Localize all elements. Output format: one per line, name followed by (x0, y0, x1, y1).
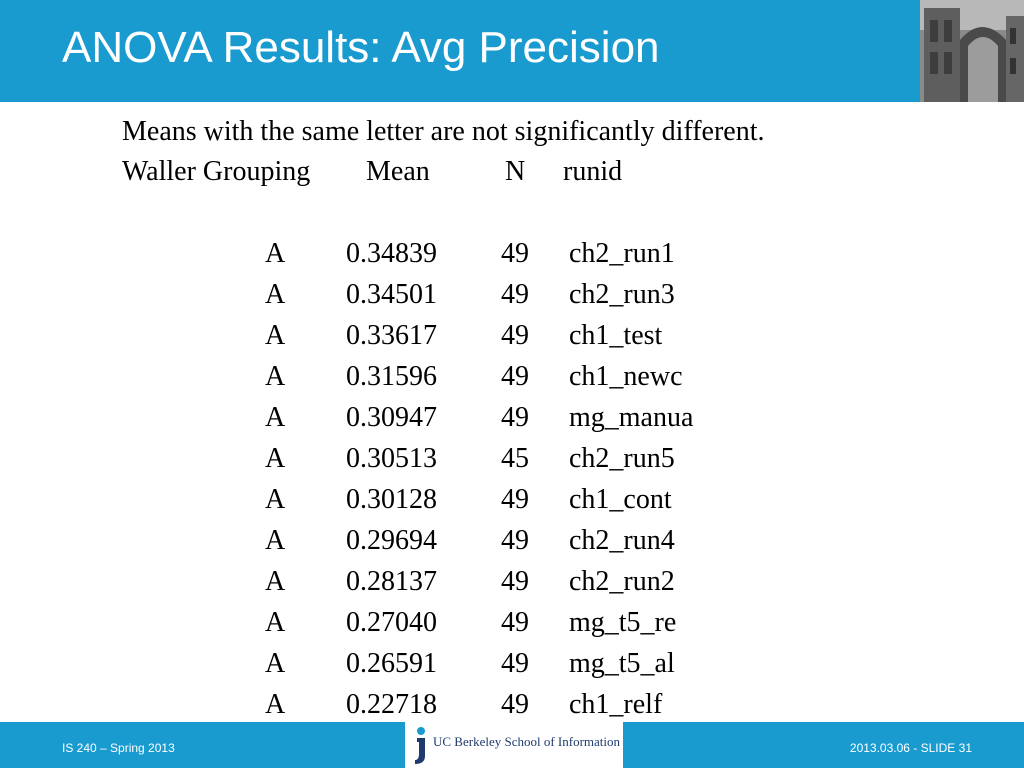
n-cell: 49 (501, 361, 529, 392)
intro-text: Means with the same letter are not signi… (122, 116, 765, 147)
table-row: A 0.26591 49 mg_t5_al (0, 650, 800, 691)
table-row: A 0.34839 49 ch2_run1 (0, 240, 800, 281)
course-label: IS 240 – Spring 2013 (62, 741, 175, 755)
grouping-cell: A (265, 607, 286, 638)
mean-cell: 0.22718 (346, 689, 437, 720)
ischool-logo: UC Berkeley School of Information (405, 722, 623, 768)
mean-cell: 0.34501 (346, 279, 437, 310)
runid-cell: ch1_cont (569, 484, 672, 515)
slide-number-label: 2013.03.06 - SLIDE 31 (849, 741, 972, 755)
runid-cell: mg_manua (569, 402, 694, 433)
mean-cell: 0.28137 (346, 566, 437, 597)
n-cell: 45 (501, 443, 529, 474)
n-cell: 49 (501, 648, 529, 679)
header-bar: ANOVA Results: Avg Precision (0, 0, 1024, 102)
column-header-n: N (505, 156, 526, 187)
n-cell: 49 (501, 238, 529, 269)
mean-cell: 0.33617 (346, 320, 437, 351)
mean-cell: 0.27040 (346, 607, 437, 638)
grouping-cell: A (265, 689, 286, 720)
runid-cell: ch2_run2 (569, 566, 675, 597)
ischool-logo-text: UC Berkeley School of Information (433, 734, 621, 749)
n-cell: 49 (501, 279, 529, 310)
grouping-cell: A (265, 525, 286, 556)
grouping-cell: A (265, 648, 286, 679)
runid-cell: ch1_newc (569, 361, 683, 392)
column-header-runid: runid (563, 156, 623, 187)
n-cell: 49 (501, 689, 529, 720)
table-row: A 0.29694 49 ch2_run4 (0, 527, 800, 568)
column-header-row: Waller Grouping Mean N runid (122, 158, 722, 188)
n-cell: 49 (501, 402, 529, 433)
table-row: A 0.30947 49 mg_manua (0, 404, 800, 445)
table-row: A 0.30128 49 ch1_cont (0, 486, 800, 527)
ischool-logo-icon (415, 727, 425, 764)
grouping-cell: A (265, 279, 286, 310)
mean-cell: 0.31596 (346, 361, 437, 392)
campus-building-photo (920, 0, 1024, 102)
grouping-cell: A (265, 320, 286, 351)
runid-cell: ch2_run1 (569, 238, 675, 269)
column-header-mean: Mean (366, 156, 430, 187)
table-row: A 0.34501 49 ch2_run3 (0, 281, 800, 322)
mean-cell: 0.34839 (346, 238, 437, 269)
runid-cell: ch2_run4 (569, 525, 675, 556)
grouping-cell: A (265, 238, 286, 269)
n-cell: 49 (501, 566, 529, 597)
runid-cell: mg_t5_re (569, 607, 677, 638)
table-row: A 0.33617 49 ch1_test (0, 322, 800, 363)
grouping-cell: A (265, 566, 286, 597)
grouping-cell: A (265, 402, 286, 433)
n-cell: 49 (501, 607, 529, 638)
runid-cell: mg_t5_al (569, 648, 675, 679)
column-header-grouping: Waller Grouping (122, 156, 311, 187)
grouping-cell: A (265, 361, 286, 392)
grouping-cell: A (265, 484, 286, 515)
n-cell: 49 (501, 525, 529, 556)
mean-cell: 0.26591 (346, 648, 437, 679)
table-row: A 0.27040 49 mg_t5_re (0, 609, 800, 650)
mean-cell: 0.29694 (346, 525, 437, 556)
mean-cell: 0.30128 (346, 484, 437, 515)
n-cell: 49 (501, 484, 529, 515)
mean-cell: 0.30513 (346, 443, 437, 474)
grouping-cell: A (265, 443, 286, 474)
slide-title: ANOVA Results: Avg Precision (62, 23, 660, 72)
n-cell: 49 (501, 320, 529, 351)
mean-cell: 0.30947 (346, 402, 437, 433)
runid-cell: ch1_relf (569, 689, 663, 720)
table-row: A 0.22718 49 ch1_relf (0, 691, 800, 732)
table-row: A 0.30513 45 ch2_run5 (0, 445, 800, 486)
table-row: A 0.31596 49 ch1_newc (0, 363, 800, 404)
runid-cell: ch1_test (569, 320, 663, 351)
table-row: A 0.28137 49 ch2_run2 (0, 568, 800, 609)
runid-cell: ch2_run3 (569, 279, 675, 310)
runid-cell: ch2_run5 (569, 443, 675, 474)
